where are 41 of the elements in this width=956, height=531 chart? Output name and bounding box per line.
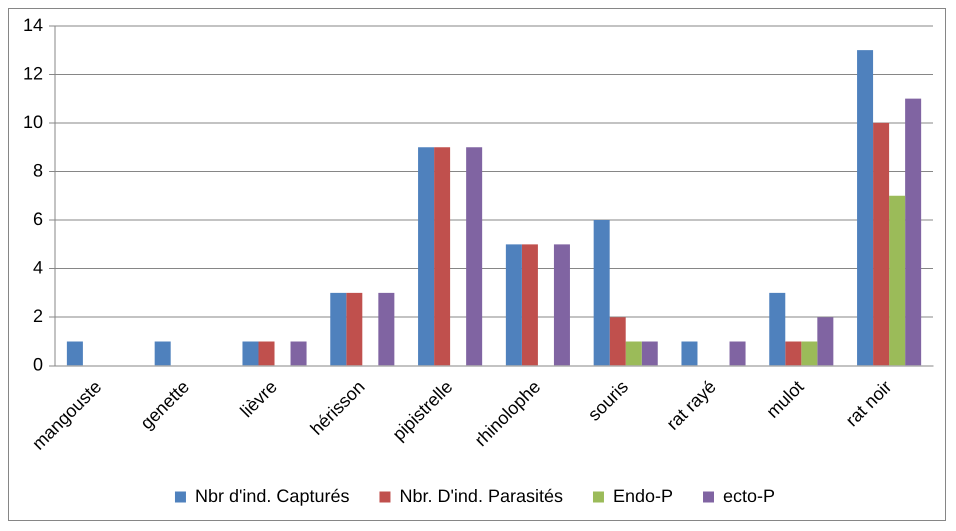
bar	[522, 244, 538, 366]
y-tick-label: 6	[33, 209, 44, 230]
bar	[681, 341, 698, 366]
bar	[258, 341, 275, 366]
bar	[378, 292, 394, 366]
y-tick-label: 10	[22, 112, 44, 132]
bar	[506, 244, 522, 366]
bar	[330, 292, 346, 366]
bar	[434, 147, 450, 366]
bar	[626, 341, 642, 366]
legend-label: Endo-P	[612, 486, 674, 506]
bar	[769, 292, 786, 366]
bar	[242, 341, 258, 366]
bar	[889, 196, 906, 366]
bar	[801, 341, 818, 366]
bar	[466, 147, 482, 366]
y-tick-label: 8	[33, 160, 44, 180]
y-tick-label: 2	[33, 306, 44, 326]
bar	[730, 341, 746, 366]
bar	[817, 317, 834, 366]
bar	[290, 341, 307, 366]
bar	[554, 244, 570, 366]
bar	[873, 122, 890, 366]
bar	[346, 292, 362, 366]
bar	[905, 98, 922, 366]
bar	[785, 341, 802, 366]
bar	[642, 341, 658, 366]
bar	[66, 341, 83, 366]
bar	[418, 147, 434, 366]
bar	[154, 341, 171, 366]
legend-label: Nbr. D'ind. Parasités	[399, 486, 563, 506]
y-tick-label: 12	[22, 63, 44, 84]
bar	[857, 50, 874, 366]
y-tick-label: 4	[33, 258, 44, 278]
legend-label: Nbr d'ind. Capturés	[194, 486, 350, 506]
y-tick-label: 14	[22, 14, 44, 35]
x-tick-label: rat noir	[842, 376, 896, 430]
legend-label: ecto-P	[723, 486, 776, 506]
y-tick-label: 0	[33, 354, 44, 375]
bar	[610, 317, 626, 366]
bar	[594, 220, 610, 366]
